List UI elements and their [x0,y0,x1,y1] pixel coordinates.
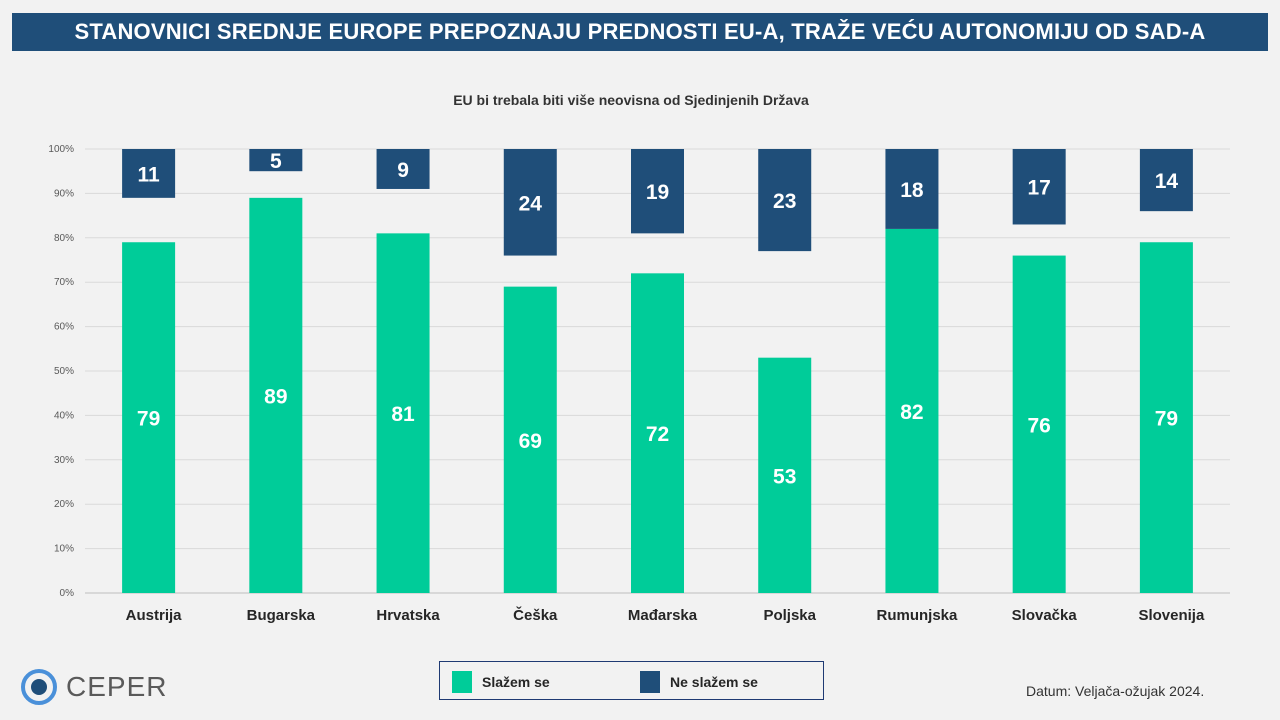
page-title-banner: STANOVNICI SREDNJE EUROPE PREPOZNAJU PRE… [12,13,1268,51]
y-tick-label: 10% [54,544,74,555]
chart-legend: Slažem se Ne slažem se [439,661,824,700]
bar-disagree [758,149,812,252]
y-tick-label: 100% [48,144,74,155]
bar-disagree [376,149,430,189]
y-tick-label: 80% [54,233,74,244]
bar-disagree [631,149,684,234]
data-label-agree: 79 [1155,408,1178,431]
bar-agree [758,357,812,593]
x-tick-label: Poljska [763,607,816,624]
data-label-disagree: 23 [773,190,796,213]
bar-agree [249,197,303,593]
bar-agree [1012,255,1066,593]
bar-disagree [503,149,557,256]
legend-label-disagree: Ne slažem se [670,674,758,690]
y-tick-label: 40% [54,410,74,421]
ceper-logo-icon [21,669,57,705]
bar-agree [631,273,684,593]
ceper-logo: CEPER [20,668,167,706]
data-label-agree: 82 [900,401,923,424]
x-tick-label: Slovenija [1138,607,1205,624]
legend-swatch-agree [452,671,472,693]
y-tick-label: 20% [54,499,74,510]
data-label-disagree: 5 [270,150,282,173]
y-tick-label: 60% [54,322,74,333]
legend-label-agree: Slažem se [482,674,550,690]
x-tick-label: Slovačka [1012,607,1078,624]
data-label-disagree: 17 [1027,177,1050,200]
x-tick-label: Hrvatska [376,607,440,624]
bar-agree [503,286,557,593]
data-label-disagree: 19 [646,181,669,204]
y-tick-label: 90% [54,188,74,199]
bar-disagree [885,149,939,229]
x-tick-label: Bugarska [247,607,316,624]
bar-chart: 0% 10% 20% 30% 40% 50% 60% 70% 80% 90% 100% 79 11 Aus… [48,144,1230,624]
legend-item-disagree: Ne slažem se [640,671,758,693]
x-tick-label: Rumunjska [877,607,959,624]
bar-agree [885,228,939,594]
data-label-agree: 72 [646,423,669,446]
bar-disagree [122,149,176,198]
data-label-agree: 53 [773,465,796,488]
chart-title: EU bi trebala biti više neovisna od Sjed… [453,92,809,108]
data-label-disagree: 9 [397,159,409,182]
bar-disagree [1012,149,1066,225]
bar-disagree [249,149,303,172]
x-tick-label: Mađarska [628,607,698,624]
legend-swatch-disagree [640,671,660,693]
x-tick-label: Češka [513,606,558,624]
x-tick-label: Austrija [126,607,183,624]
y-tick-label: 30% [54,455,74,466]
data-label-agree: 79 [137,408,160,431]
data-label-disagree: 14 [1155,170,1179,193]
legend-item-agree: Slažem se [452,671,550,693]
ceper-logo-text: CEPER [66,671,168,702]
survey-date: Datum: Veljača-ožujak 2024. [1026,683,1205,699]
y-tick-label: 50% [54,366,74,377]
bar-agree [376,233,430,594]
data-label-disagree: 11 [138,163,161,186]
bar-agree [1139,242,1193,593]
data-label-disagree: 18 [900,179,924,202]
bar-agree [122,242,176,593]
page-title: STANOVNICI SREDNJE EUROPE PREPOZNAJU PRE… [74,19,1206,44]
bar-disagree [1139,149,1193,212]
data-label-agree: 89 [264,385,287,408]
data-label-agree: 81 [391,403,415,426]
y-tick-label: 0% [60,588,75,599]
data-label-disagree: 24 [519,192,543,215]
data-label-agree: 76 [1027,414,1050,437]
y-tick-label: 70% [54,277,74,288]
data-label-agree: 69 [519,430,542,453]
